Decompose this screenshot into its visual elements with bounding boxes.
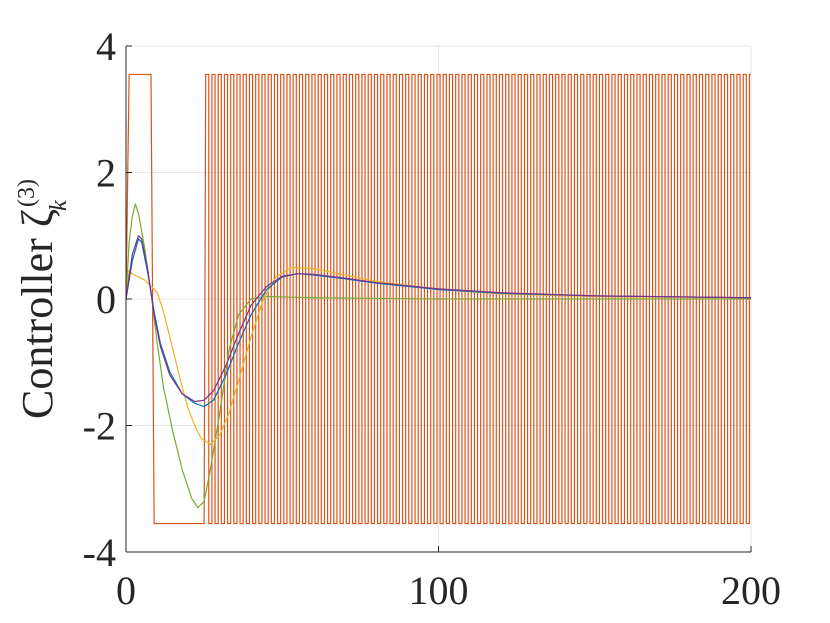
x-tick-label-2: 200 xyxy=(721,568,781,613)
series-line-0 xyxy=(126,73,751,525)
y-tick-label-2: 0 xyxy=(96,277,116,322)
series-line-4 xyxy=(126,235,751,403)
y-tick-label-0: -4 xyxy=(83,530,116,575)
y-axis-label-superscript: (3) xyxy=(14,179,40,207)
y-axis-label-subscript: k xyxy=(46,200,72,211)
series-line-2 xyxy=(126,266,751,446)
x-tick-label-1: 100 xyxy=(409,568,469,613)
y-tick-label-3: 2 xyxy=(96,151,116,196)
x-tick-label-0: 0 xyxy=(116,568,136,613)
y-axis-label-main: Controller ζ xyxy=(13,209,62,419)
y-tick-label-4: 4 xyxy=(96,24,116,69)
y-tick-label-1: -2 xyxy=(83,404,116,449)
series-layer xyxy=(126,73,751,525)
ticks: 0 100 200 -4 -2 0 2 4 xyxy=(83,24,781,613)
y-axis-label: Controller ζ(3) k xyxy=(13,179,72,419)
